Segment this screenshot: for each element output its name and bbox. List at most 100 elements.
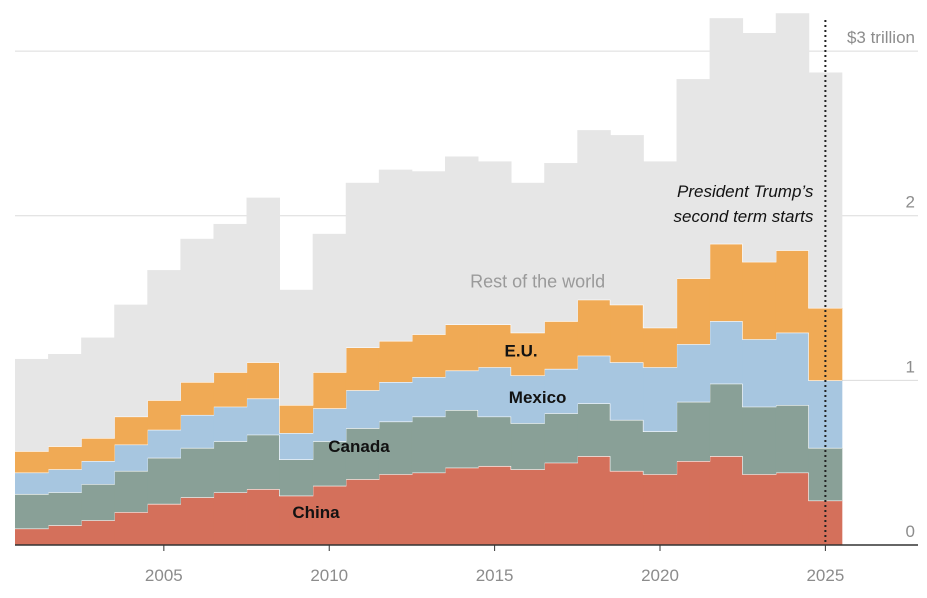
rest-of-the-world-bar-2016: [511, 182, 545, 333]
e-u-bar-2010: [312, 372, 347, 409]
mexico-bar-2007: [213, 406, 247, 442]
china-bar-2001: [15, 528, 49, 545]
y-tick-label-0: 0: [906, 522, 915, 541]
series-label-china: China: [292, 503, 340, 522]
china-bar-2011: [345, 479, 380, 545]
x-tick-label-2010: 2010: [310, 566, 348, 585]
rest-of-the-world-bar-2013: [411, 171, 446, 335]
axes: 2005 2010 2015 2020 2025 0 1 2 $3 trillion: [15, 28, 918, 585]
e-u-bar-2009: [279, 405, 314, 434]
mexico-bar-2017: [544, 368, 578, 414]
china-bar-2021: [676, 461, 711, 545]
rest-of-the-world-bar-2020: [643, 161, 677, 328]
annotation: President Trump’s second term starts: [674, 20, 827, 545]
china-bar-2003: [81, 520, 115, 545]
rest-of-the-world-bar-2009: [279, 289, 314, 406]
series-areas: [15, 13, 843, 545]
canada-bar-2005: [147, 457, 181, 504]
mexico-bar-2014: [445, 370, 479, 410]
canada-bar-2016: [511, 423, 545, 470]
mexico-bar-2024: [775, 332, 810, 406]
e-u-bar-2016: [511, 332, 545, 376]
rest-of-the-world-bar-2014: [445, 156, 479, 325]
mexico-bar-2022: [709, 321, 744, 384]
series-label-mexico: Mexico: [509, 388, 567, 407]
china-bar-2024: [775, 472, 810, 545]
mexico-bar-2001: [15, 472, 49, 494]
e-u-bar-2018: [577, 299, 611, 356]
e-u-bar-2025: [808, 307, 843, 381]
canada-bar-2013: [411, 416, 446, 473]
e-u-bar-2015: [478, 324, 512, 368]
mexico-bar-2003: [81, 461, 115, 485]
china-bar-2020: [643, 474, 677, 545]
e-u-bar-2004: [114, 416, 148, 445]
e-u-bar-2001: [15, 451, 49, 473]
china-bar-2014: [445, 467, 479, 545]
canada-bar-2021: [676, 401, 711, 462]
x-tick-label-2015: 2015: [476, 566, 514, 585]
rest-of-the-world-bar-2023: [742, 32, 777, 262]
rest-of-the-world-bar-2006: [180, 238, 214, 383]
china-bar-2002: [48, 525, 82, 545]
mexico-bar-2008: [246, 398, 281, 435]
e-u-bar-2013: [411, 334, 446, 378]
rest-of-the-world-bar-2003: [81, 337, 115, 438]
mexico-bar-2021: [676, 344, 711, 402]
y-tick-label-1: 1: [906, 357, 915, 376]
china-bar-2015: [478, 465, 512, 545]
x-tick-label-2020: 2020: [641, 566, 679, 585]
e-u-bar-2002: [48, 446, 82, 470]
mexico-bar-2002: [48, 469, 82, 493]
rest-of-the-world-bar-2008: [246, 197, 281, 363]
canada-bar-2007: [213, 441, 247, 493]
china-bar-2017: [544, 462, 578, 545]
china-bar-2018: [577, 456, 611, 545]
canada-bar-2018: [577, 403, 611, 457]
mexico-bar-2011: [345, 390, 380, 429]
rest-of-the-world-bar-2011: [345, 182, 380, 348]
e-u-bar-2007: [213, 372, 247, 407]
canada-bar-2008: [246, 434, 281, 490]
canada-bar-2006: [180, 447, 214, 498]
canada-bar-2002: [48, 492, 82, 526]
china-bar-2016: [511, 469, 545, 545]
mexico-bar-2013: [411, 377, 446, 417]
e-u-bar-2008: [246, 362, 281, 399]
mexico-bar-2004: [114, 444, 148, 471]
china-bar-2006: [180, 497, 214, 545]
china-bar-2004: [114, 512, 148, 545]
e-u-bar-2024: [775, 250, 810, 333]
x-tick-label-2025: 2025: [806, 566, 844, 585]
canada-bar-2024: [775, 405, 810, 473]
canada-bar-2004: [114, 470, 148, 513]
canada-bar-2010: [312, 441, 347, 486]
x-tick-label-2005: 2005: [145, 566, 183, 585]
rest-of-the-world-bar-2012: [378, 169, 413, 341]
y-tick-label-3: $3 trillion: [847, 28, 915, 47]
china-bar-2007: [213, 492, 247, 545]
series-e-u: [15, 243, 843, 473]
china-bar-2013: [411, 472, 446, 545]
e-u-bar-2003: [81, 437, 115, 462]
canada-bar-2009: [279, 459, 314, 496]
e-u-bar-2014: [445, 324, 479, 371]
e-u-bar-2005: [147, 400, 181, 430]
mexico-bar-2023: [742, 339, 777, 407]
y-tick-label-2: 2: [906, 193, 915, 212]
e-u-bar-2022: [709, 243, 744, 322]
mexico-bar-2006: [180, 414, 214, 448]
china-bar-2023: [742, 474, 777, 545]
rest-of-the-world-bar-2004: [114, 304, 148, 417]
china-bar-2005: [147, 503, 181, 545]
series-label-canada: Canada: [328, 437, 390, 456]
china-bar-2022: [709, 456, 744, 545]
rest-of-the-world-bar-2007: [213, 223, 247, 373]
china-bar-2025: [808, 500, 843, 545]
rest-of-the-world-bar-2018: [577, 130, 611, 300]
mexico-bar-2012: [378, 382, 413, 422]
e-u-bar-2011: [345, 347, 380, 391]
e-u-bar-2012: [378, 340, 413, 383]
rest-of-the-world-bar-2022: [709, 18, 744, 244]
